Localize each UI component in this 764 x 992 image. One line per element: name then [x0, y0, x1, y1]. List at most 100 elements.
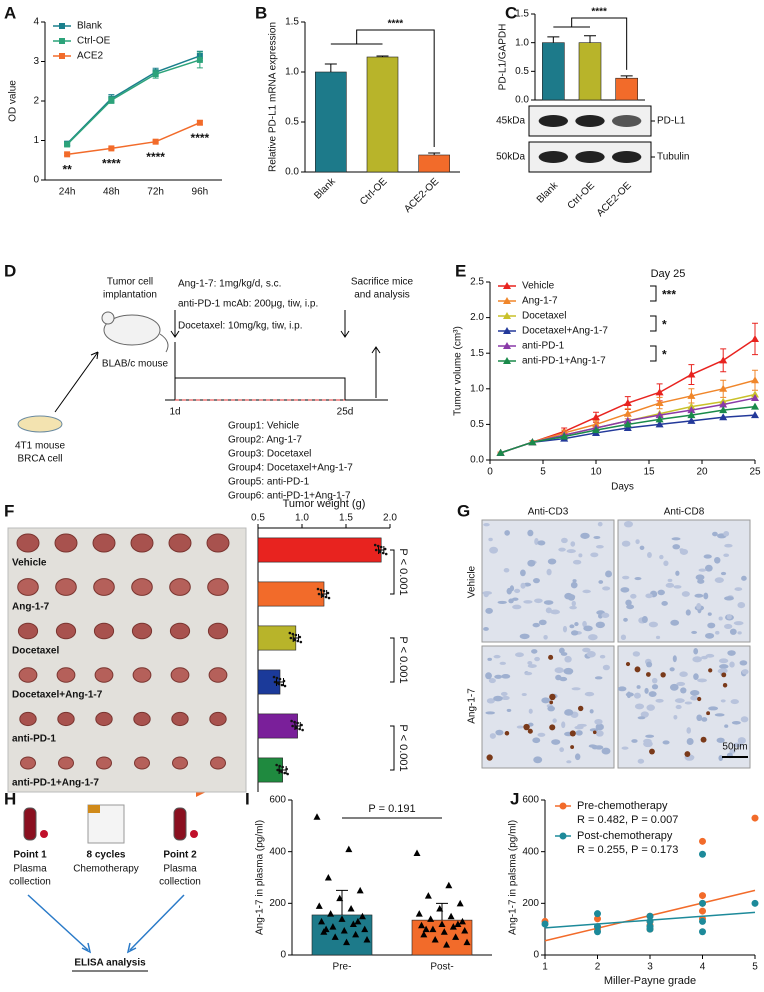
bracket	[390, 549, 395, 595]
marker	[687, 406, 696, 414]
cell	[605, 570, 613, 578]
data-point	[699, 892, 706, 900]
legend-label: Docetaxel	[522, 311, 566, 322]
cell	[589, 728, 599, 732]
dot	[376, 544, 380, 548]
y-tick-label: 0.5	[470, 419, 484, 430]
x-tick-label: Blank	[535, 180, 561, 206]
y-tick-label: 400	[522, 846, 539, 857]
legend-marker	[59, 53, 65, 59]
data-point	[699, 917, 706, 925]
marker	[719, 406, 728, 414]
cell	[508, 598, 514, 604]
x-tick-label: 1.0	[295, 513, 309, 524]
cell	[538, 619, 547, 626]
cell	[669, 683, 679, 691]
cell	[599, 654, 606, 659]
blot-band	[538, 115, 568, 127]
data-point	[699, 850, 706, 858]
cell	[483, 523, 490, 527]
cell	[720, 699, 726, 703]
dish-icon	[17, 415, 63, 433]
cell	[739, 660, 748, 666]
marker	[655, 388, 664, 396]
stained-cell	[486, 754, 493, 761]
stained-cell	[700, 736, 707, 743]
cell	[487, 657, 492, 661]
y-tick-label: 1	[33, 135, 39, 146]
data-point	[449, 923, 457, 930]
tumor	[54, 533, 78, 553]
marker	[196, 119, 203, 126]
cell	[673, 585, 682, 589]
data-point	[454, 920, 462, 927]
cell	[691, 630, 698, 634]
cell	[570, 630, 579, 636]
cell	[645, 734, 655, 738]
significance: P = 0.191	[368, 803, 415, 815]
dot	[282, 679, 286, 683]
cell	[594, 676, 603, 680]
legend-label: anti-PD-1+Ang-1-7	[522, 356, 606, 367]
cell	[696, 602, 702, 610]
blot-band	[612, 115, 642, 127]
marker	[108, 97, 115, 104]
cell	[500, 691, 508, 697]
tumor	[56, 667, 76, 683]
cell	[636, 685, 641, 689]
cell	[733, 742, 743, 748]
y-tick-label: 1.5	[470, 348, 484, 359]
cell	[501, 695, 510, 701]
cell	[595, 544, 604, 549]
data-point	[356, 886, 364, 894]
group: Group6: anti-PD-1+Ang-1-7	[228, 491, 351, 502]
cell	[617, 686, 627, 692]
cell	[595, 723, 604, 731]
bracket	[390, 725, 395, 771]
cell	[532, 578, 540, 584]
marker	[751, 376, 759, 384]
y-tick-label: 200	[522, 898, 539, 909]
cell	[741, 669, 749, 675]
cell	[723, 553, 730, 558]
cell	[567, 671, 572, 675]
bar	[257, 537, 382, 563]
dot	[298, 635, 302, 639]
y-axis-label: Tumor volume (cm³)	[453, 326, 464, 416]
y-axis-label: Ang-1-7 in palsma (pg/ml)	[508, 820, 519, 935]
annotation: Day 25	[651, 268, 686, 280]
mouse-icon	[103, 314, 161, 346]
cell	[680, 687, 687, 694]
marker	[687, 370, 696, 378]
significance: P < 0.001	[397, 548, 409, 595]
photo-label: Vehicle	[12, 558, 47, 569]
data-point	[427, 915, 435, 922]
cell	[575, 730, 583, 736]
group: Group2: Ang-1-7	[228, 435, 302, 446]
cell	[655, 635, 661, 640]
stained-cell	[684, 751, 691, 757]
data-point	[352, 930, 360, 938]
data-point	[751, 814, 759, 822]
tumor	[172, 756, 188, 770]
cell	[639, 545, 645, 550]
data-point	[438, 920, 446, 927]
tube-icon	[173, 807, 187, 841]
tumor	[93, 622, 115, 640]
dot	[293, 720, 296, 724]
stained-cell	[570, 745, 575, 749]
marker	[152, 138, 159, 145]
data-point	[699, 928, 706, 936]
significance: P < 0.001	[397, 724, 409, 771]
day-label: 25d	[337, 407, 354, 418]
stained-cell	[569, 730, 576, 737]
group: Group5: anti-PD-1	[228, 477, 310, 488]
stained-cell	[697, 696, 702, 702]
cell	[625, 599, 632, 606]
cell	[531, 649, 538, 654]
cell	[734, 587, 743, 591]
marker	[751, 334, 759, 342]
marker	[623, 409, 632, 417]
cell	[554, 667, 564, 674]
cell	[622, 575, 630, 580]
